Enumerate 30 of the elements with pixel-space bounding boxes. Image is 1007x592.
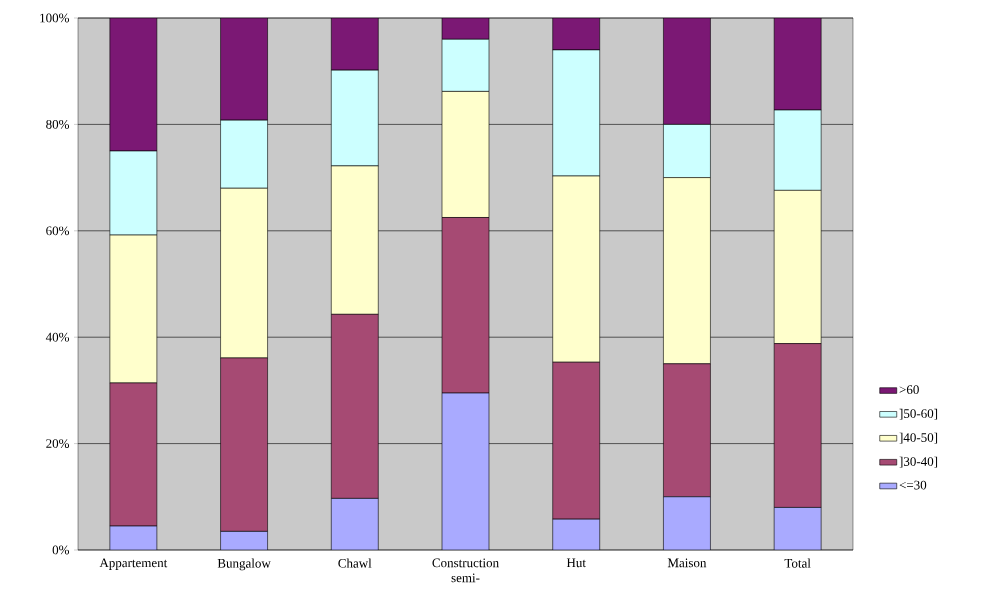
- legend-label: ]30-40]: [899, 456, 938, 468]
- bar: [773, 17, 822, 111]
- y-tick-label: 40%: [45, 332, 70, 342]
- bar: [663, 496, 711, 550]
- bar: [441, 17, 490, 40]
- x-tick-label: Hut: [566, 558, 586, 568]
- bar: [773, 507, 822, 550]
- x-tick-label: Construction semi-: [432, 558, 499, 583]
- legend-label: ]40-50]: [899, 432, 938, 444]
- legend-label: <=30: [899, 480, 927, 490]
- y-tick-label: 20%: [46, 439, 70, 449]
- bar: [330, 498, 379, 550]
- bar: [552, 17, 601, 51]
- bar: [109, 17, 158, 152]
- y-tick-label: 80%: [46, 119, 70, 129]
- x-tick-label: Chawl: [338, 558, 372, 568]
- x-tick-label: Total: [784, 558, 811, 568]
- legend-label: ]50-60]: [899, 408, 938, 420]
- bar: [552, 518, 601, 550]
- x-tick-label: Maison: [667, 558, 707, 568]
- x-tick-label: Bungalow: [217, 558, 271, 571]
- bar: [663, 17, 711, 125]
- y-tick-label: 60%: [46, 226, 70, 236]
- x-tick-label: Appartement: [99, 558, 168, 570]
- bar: [220, 17, 268, 121]
- bar: [330, 17, 379, 71]
- y-tick-label: 0%: [52, 545, 70, 555]
- legend-label: >60: [899, 385, 919, 395]
- bar: [441, 392, 490, 550]
- y-tick-label: 100%: [40, 13, 70, 23]
